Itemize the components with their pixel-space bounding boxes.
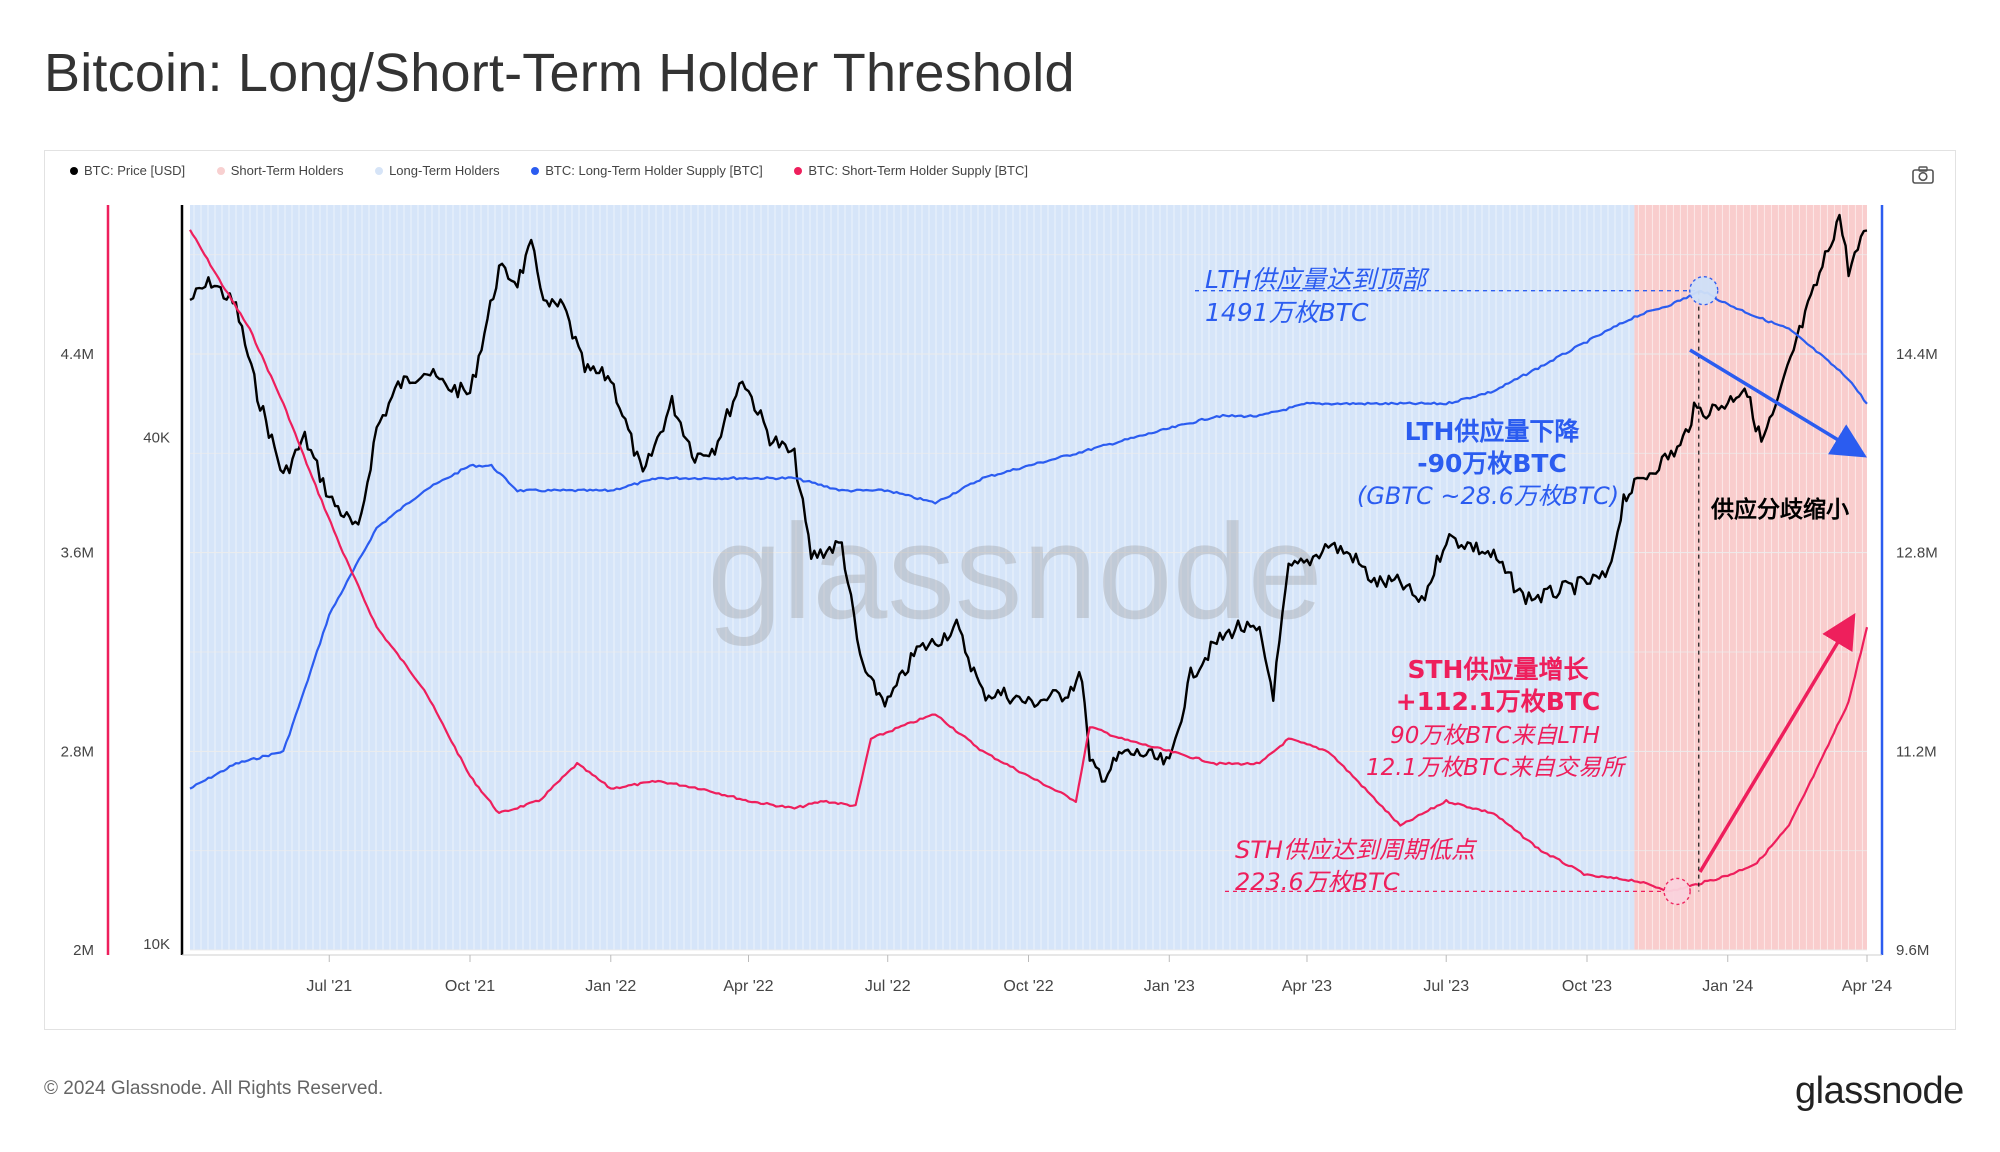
annotation-lth-decline-note: (GBTC ~28.6万枚BTC): [1357, 482, 1619, 510]
annotation-sth-growth: +112.1万枚BTC: [1396, 687, 1600, 716]
glassnode-logo: glassnode: [1795, 1070, 1964, 1112]
y-tick-label-supply: 3.6M: [61, 545, 94, 562]
y-tick-label-supply: 2.8M: [61, 743, 94, 760]
y-tick-label-supply: 2M: [73, 942, 94, 959]
dot-icon: [216, 166, 225, 175]
lth-supply-series-line: [189, 290, 1868, 790]
annotation-sth-growth-note: 12.1万枚BTC来自交易所: [1366, 755, 1627, 781]
x-tick-label: Jul '23: [1423, 978, 1469, 995]
y-tick-label-right: 12.8M: [1896, 545, 1938, 562]
x-tick-label: Oct '22: [1003, 978, 1053, 995]
y-tick-label-right: 11.2M: [1896, 743, 1937, 760]
annotation-divergence: 供应分歧缩小: [1710, 496, 1849, 523]
lth-peak-marker: [1689, 275, 1719, 306]
legend-item-sth[interactable]: Short-Term Holders: [216, 163, 344, 178]
legend-label: Long-Term Holders: [389, 163, 500, 178]
y-tick-label-price: 40K: [143, 429, 170, 446]
x-tick-label: Apr '24: [1842, 978, 1892, 995]
x-tick-label: Jan '22: [585, 978, 636, 995]
lth-decline-arrow: [1689, 348, 1867, 458]
legend-label: BTC: Price [USD]: [84, 163, 186, 178]
dot-icon: [794, 166, 803, 175]
x-tick-label: Oct '23: [1562, 978, 1612, 995]
sth-low-marker: [1663, 877, 1691, 906]
copyright-text: © 2024 Glassnode. All Rights Reserved.: [44, 1078, 384, 1099]
region-stripes: [1637, 205, 1863, 950]
x-tick-label: Apr '23: [1282, 978, 1332, 995]
legend-item-price[interactable]: BTC: Price [USD]: [70, 163, 185, 178]
chart-panel: [44, 150, 1956, 1030]
y-tick-label-supply: 4.4M: [61, 346, 94, 363]
dot-icon: [70, 166, 78, 175]
dot-icon: [375, 166, 384, 175]
annotation-sth-low: 223.6万枚BTC: [1235, 868, 1400, 896]
legend-label: BTC: Short-Term Holder Supply [BTC]: [808, 163, 1028, 178]
sth-growth-arrow: [1698, 612, 1856, 873]
x-tick-label: Oct '21: [445, 978, 495, 995]
y-tick-label-right: 9.6M: [1896, 942, 1929, 959]
camera-icon[interactable]: [1912, 166, 1934, 184]
annotation-lth-peak: 1491万枚BTC: [1205, 298, 1369, 327]
y-tick-label-right: 14.4M: [1896, 346, 1938, 363]
annotation-lth-peak: LTH供应量达到顶部: [1205, 265, 1430, 294]
sth-supply-series-line: [189, 229, 1869, 893]
x-tick-label: Jan '23: [1144, 978, 1195, 995]
legend-label: Short-Term Holders: [230, 163, 344, 178]
annotation-sth-growth-note: 90万枚BTC来自LTH: [1390, 723, 1600, 749]
page-title: Bitcoin: Long/Short-Term Holder Threshol…: [44, 43, 1075, 103]
x-tick-label: Jul '21: [306, 978, 352, 995]
annotation-sth-low: STH供应达到周期低点: [1235, 836, 1478, 864]
legend-item-lth[interactable]: Long-Term Holders: [375, 163, 500, 178]
annotation-lth-decline: -90万枚BTC: [1417, 449, 1567, 478]
x-tick-label: Jul '22: [865, 978, 911, 995]
annotation-sth-growth: STH供应量增长: [1408, 655, 1590, 684]
dot-icon: [531, 166, 540, 175]
annotation-lth-decline: LTH供应量下降: [1405, 417, 1581, 446]
watermark: glassnode: [707, 496, 1322, 647]
x-tick-label: Jan '24: [1702, 978, 1753, 995]
price-series-line: [189, 213, 1868, 783]
x-tick-label: Apr '22: [723, 978, 773, 995]
legend-item-sth-supply[interactable]: BTC: Short-Term Holder Supply [BTC]: [794, 163, 1028, 178]
chart-legend: BTC: Price [USD] Short-Term Holders Long…: [70, 163, 1056, 178]
legend-item-lth-supply[interactable]: BTC: Long-Term Holder Supply [BTC]: [531, 163, 763, 178]
y-tick-label-price: 10K: [143, 936, 170, 953]
legend-label: BTC: Long-Term Holder Supply [BTC]: [545, 163, 763, 178]
lth-region: [190, 205, 1635, 950]
